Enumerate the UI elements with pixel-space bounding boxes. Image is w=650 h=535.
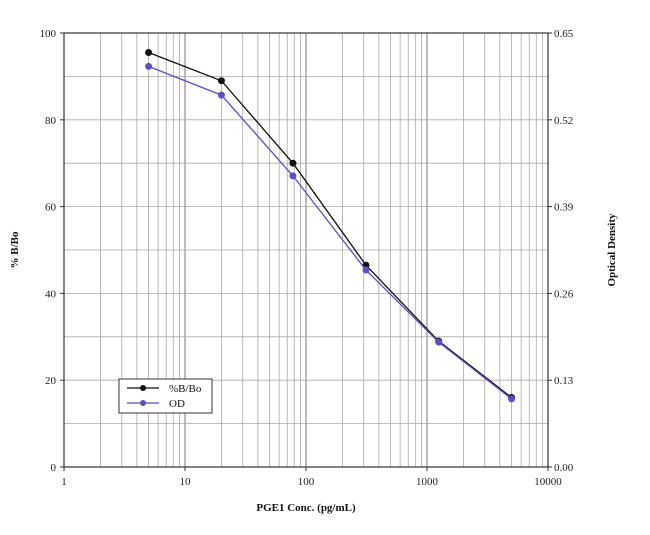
x-tick-label: 100	[298, 476, 315, 488]
series-line-0	[148, 51, 512, 399]
x-tick-label: 10	[180, 476, 192, 488]
y-tick-label: 40	[45, 288, 57, 300]
y-axis-label: % B/Bo	[9, 231, 21, 268]
data-point-1	[508, 395, 516, 403]
y2-tick-label: 0.39	[554, 202, 574, 214]
x-axis-label: PGE1 Conc. (pg/mL)	[256, 502, 356, 514]
legend-label-od: OD	[169, 398, 185, 410]
y2-tick-label: 0.13	[554, 375, 574, 387]
grid	[64, 33, 548, 467]
legend: %B/Bo OD	[118, 378, 213, 414]
data-point-1	[217, 91, 225, 99]
data-point-0	[145, 49, 153, 57]
data-point-1	[289, 172, 297, 180]
x-tick-label: 1000	[416, 476, 439, 488]
x-tick-label: 10000	[534, 476, 562, 488]
y2-tick-label: 0.26	[554, 288, 574, 300]
tick-labels: 1 10 100 1000 10000 0 20 40 60 80 100 0.00 0.13 0.26 0…	[40, 28, 574, 488]
y-tick-label: 80	[45, 115, 57, 127]
x-tick-label: 1	[61, 476, 67, 488]
data-point-1	[435, 338, 443, 346]
data-point-0	[217, 77, 225, 85]
y-tick-label: 20	[45, 375, 57, 387]
legend-label-b-bo: %B/Bo	[169, 383, 202, 395]
y2-tick-label: 0.00	[554, 462, 574, 474]
legend-box	[118, 378, 213, 414]
plot-area-frame	[63, 32, 549, 468]
y2-tick-label: 0.52	[554, 115, 573, 127]
data-point-1	[145, 62, 153, 70]
data-point-1	[362, 266, 370, 274]
y-tick-label: 100	[40, 28, 57, 40]
legend-marker-b-bo	[140, 385, 146, 391]
series-line-1	[148, 65, 512, 400]
y-tick-label: 60	[45, 202, 57, 214]
y2-axis-label: Optical Density	[606, 213, 618, 287]
series-layer	[145, 49, 516, 403]
legend-marker-od	[140, 400, 146, 406]
data-point-0	[289, 159, 297, 167]
y-tick-label: 0	[51, 462, 57, 474]
y2-tick-label: 0.65	[554, 28, 574, 40]
